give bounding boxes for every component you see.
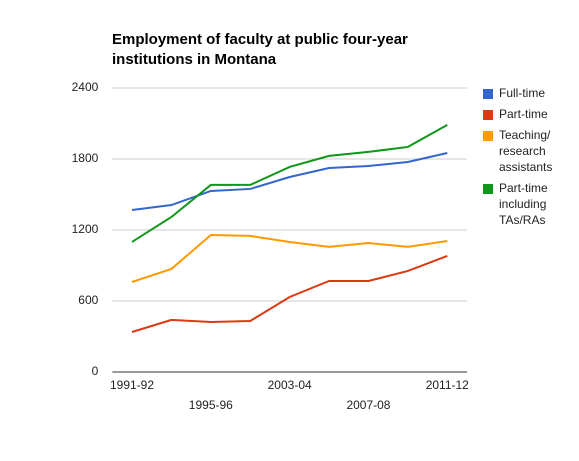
legend-label: Teaching/research assistants [499,128,552,174]
y-tick-label: 2400 [72,80,99,94]
x-tick-label: 1995-96 [189,398,233,412]
x-tick-label: 2007-08 [346,398,390,412]
legend-label: Full-time [499,86,545,100]
y-tick-label: 1800 [72,151,99,165]
y-tick-label: 0 [92,364,99,378]
series-line [131,233,448,283]
series-line [131,124,448,243]
legend-label: Part-time including TAs/RAs [499,181,548,227]
series-line [131,254,448,333]
x-tick-label: 2011-12 [426,378,469,392]
x-tick-label: 2003-04 [268,378,312,392]
legend-swatch [483,184,493,194]
y-tick-label: 1200 [72,222,99,236]
legend-swatch [483,110,493,120]
x-tick-label: 1991-92 [110,378,154,392]
series-line [131,151,448,211]
legend-swatch [483,131,493,141]
legend-swatch [483,89,493,99]
legend-label: Part-time [499,107,548,121]
y-tick-label: 600 [78,293,98,307]
chart-title: Employment of faculty at public four-yea… [112,31,408,68]
